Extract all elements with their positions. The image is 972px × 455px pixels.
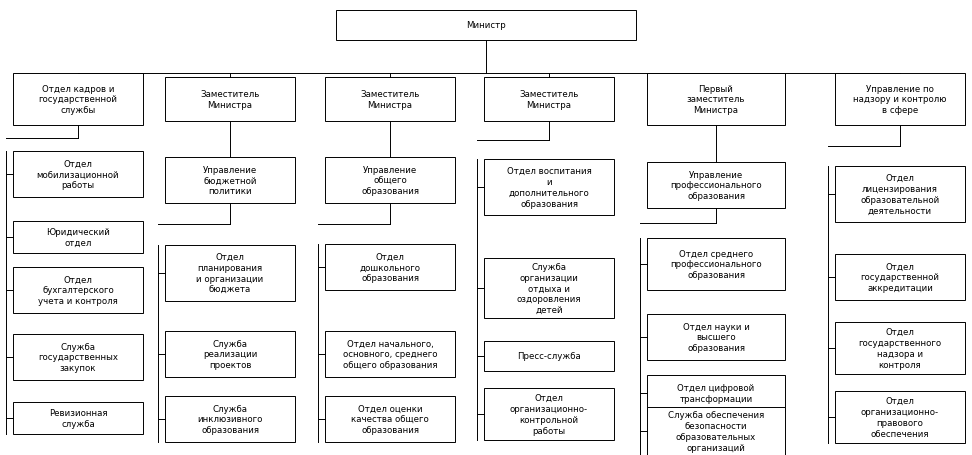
Bar: [13, 402, 143, 434]
Text: Управление
профессионального
образования: Управление профессионального образования: [670, 170, 762, 201]
Bar: [647, 375, 785, 411]
Bar: [484, 388, 614, 440]
Bar: [484, 341, 614, 371]
Text: Заместитель
Министра: Заместитель Министра: [200, 90, 260, 110]
Text: Министр: Министр: [467, 21, 505, 30]
Bar: [647, 314, 785, 360]
Text: Отдел
организационно-
правового
обеспечения: Отдел организационно- правового обеспече…: [861, 396, 939, 438]
Bar: [835, 74, 965, 126]
Bar: [336, 11, 636, 41]
Bar: [13, 152, 143, 197]
Bar: [165, 78, 295, 122]
Bar: [13, 334, 143, 380]
Text: Отдел цифровой
трансформации: Отдел цифровой трансформации: [677, 383, 754, 403]
Text: Отдел воспитания
и
дополнительного
образования: Отдел воспитания и дополнительного образ…: [506, 167, 591, 208]
Bar: [165, 245, 295, 301]
Text: Первый
заместитель
Министра: Первый заместитель Министра: [687, 85, 746, 115]
Text: Отдел науки и
высшего
образования: Отдел науки и высшего образования: [682, 322, 749, 353]
Bar: [484, 258, 614, 318]
Bar: [325, 244, 455, 290]
Text: Отдел
дошкольного
образования: Отдел дошкольного образования: [360, 252, 421, 283]
Text: Управление
бюджетной
политики: Управление бюджетной политики: [203, 165, 258, 196]
Text: Отдел среднего
профессионального
образования: Отдел среднего профессионального образов…: [670, 249, 762, 280]
Text: Управление по
надзору и контролю
в сфере: Управление по надзору и контролю в сфере: [853, 85, 947, 115]
Text: Служба
реализации
проектов: Служба реализации проектов: [203, 339, 258, 369]
Bar: [647, 407, 785, 455]
Bar: [165, 157, 295, 203]
Text: Отдел
бухгалтерского
учета и контроля: Отдел бухгалтерского учета и контроля: [38, 275, 118, 306]
Text: Отдел начального,
основного, среднего
общего образования: Отдел начального, основного, среднего об…: [343, 339, 437, 369]
Bar: [13, 222, 143, 253]
Bar: [13, 74, 143, 126]
Bar: [13, 268, 143, 313]
Bar: [484, 160, 614, 216]
Text: Служба
организации
отдыха и
оздоровления
детей: Служба организации отдыха и оздоровления…: [517, 263, 581, 314]
Text: Отдел
лицензирования
образовательной
деятельности: Отдел лицензирования образовательной дея…: [860, 174, 940, 215]
Text: Отдел оценки
качества общего
образования: Отдел оценки качества общего образования: [351, 404, 429, 434]
Bar: [835, 391, 965, 443]
Bar: [835, 167, 965, 222]
Bar: [325, 396, 455, 442]
Text: Отдел кадров и
государственной
службы: Отдел кадров и государственной службы: [39, 85, 118, 115]
Text: Юридический
отдел: Юридический отдел: [46, 228, 110, 248]
Text: Управление
общего
образования: Управление общего образования: [361, 165, 419, 196]
Bar: [647, 74, 785, 126]
Bar: [165, 396, 295, 442]
Bar: [484, 78, 614, 122]
Text: Отдел
мобилизационной
работы: Отдел мобилизационной работы: [37, 159, 120, 190]
Text: Отдел
организационно-
контрольной
работы: Отдел организационно- контрольной работы: [510, 394, 588, 435]
Text: Отдел
государственного
надзора и
контроля: Отдел государственного надзора и контрол…: [858, 328, 942, 369]
Bar: [647, 162, 785, 208]
Bar: [165, 331, 295, 377]
Text: Служба обеспечения
безопасности
образовательных
организаций: Служба обеспечения безопасности образова…: [668, 410, 764, 452]
Bar: [325, 331, 455, 377]
Text: Заместитель
Министра: Заместитель Министра: [519, 90, 578, 110]
Text: Служба
государственных
закупок: Служба государственных закупок: [38, 342, 118, 373]
Bar: [835, 254, 965, 300]
Text: Отдел
государственной
аккредитации: Отдел государственной аккредитации: [860, 262, 940, 293]
Text: Служба
инклюзивного
образования: Служба инклюзивного образования: [197, 404, 262, 434]
Text: Пресс-служба: Пресс-служба: [517, 352, 581, 361]
Bar: [325, 78, 455, 122]
Text: Ревизионная
служба: Ревизионная служба: [49, 408, 107, 428]
Bar: [325, 157, 455, 203]
Bar: [647, 238, 785, 290]
Text: Заместитель
Министра: Заместитель Министра: [361, 90, 420, 110]
Text: Отдел
планирования
и организации
бюджета: Отдел планирования и организации бюджета: [196, 253, 263, 294]
Bar: [835, 322, 965, 374]
